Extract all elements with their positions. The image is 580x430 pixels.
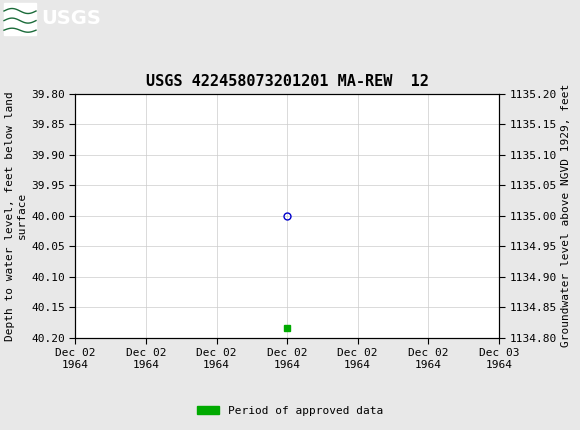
Y-axis label: Groundwater level above NGVD 1929, feet: Groundwater level above NGVD 1929, feet: [561, 84, 571, 347]
Text: USGS: USGS: [41, 9, 101, 28]
Y-axis label: Depth to water level, feet below land
surface: Depth to water level, feet below land su…: [5, 91, 27, 341]
Bar: [4, 3, 36, 35]
Title: USGS 422458073201201 MA-REW  12: USGS 422458073201201 MA-REW 12: [146, 74, 429, 89]
Legend: Period of approved data: Period of approved data: [193, 401, 387, 420]
